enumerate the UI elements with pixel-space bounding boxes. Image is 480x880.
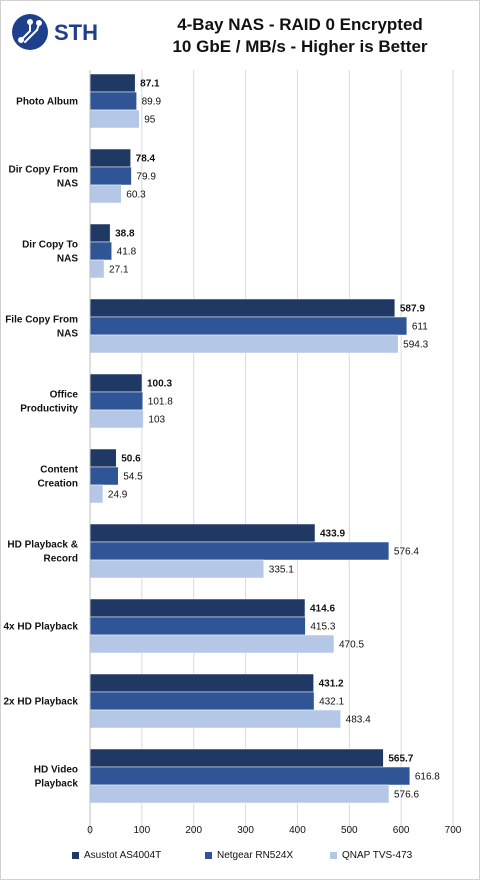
bar-series1-cat1 <box>89 73 136 93</box>
value-label-series2-cat5: 101.8 <box>148 397 173 408</box>
x-tick-label-1: 100 <box>134 825 151 836</box>
legend-label-1: Asustot AS4004T <box>84 850 162 861</box>
logo-text: STH <box>54 20 98 45</box>
value-label-series2-cat8: 415.3 <box>310 622 335 633</box>
x-tick-label-2: 200 <box>185 825 202 836</box>
legend-label-2: Netgear RN524X <box>217 850 294 861</box>
x-tick-label-7: 700 <box>445 825 462 836</box>
x-tick-label-5: 500 <box>341 825 358 836</box>
bar-series3-cat4 <box>89 334 399 354</box>
legend-item-1: Asustot AS4004T <box>72 850 161 861</box>
x-tick-label-0: 0 <box>87 825 93 836</box>
bar-series1-cat10 <box>89 748 384 768</box>
value-label-series3-cat8: 470.5 <box>339 640 364 651</box>
value-label-series2-cat2: 79.9 <box>136 172 156 183</box>
chart-title-line2: 10 GbE / MB/s - Higher is Better <box>172 37 428 56</box>
chart-title-line1: 4-Bay NAS - RAID 0 Encrypted <box>177 15 423 34</box>
bar-series3-cat7 <box>89 559 265 579</box>
value-label-series3-cat10: 576.6 <box>394 790 419 801</box>
bar-series2-cat1 <box>89 91 137 111</box>
value-label-series1-cat9: 431.2 <box>319 679 344 690</box>
legend-swatch-2 <box>205 852 212 859</box>
bar-series1-cat9 <box>89 673 314 693</box>
value-label-series2-cat4: 611 <box>412 322 428 333</box>
bar-series3-cat9 <box>89 709 341 729</box>
bar-series1-cat8 <box>89 598 306 618</box>
bar-series1-cat7 <box>89 523 316 543</box>
bar-series1-cat6 <box>89 448 117 468</box>
value-label-series1-cat7: 433.9 <box>320 529 345 540</box>
value-label-series3-cat5: 103 <box>148 415 165 426</box>
category-label-2: Dir Copy From NAS <box>9 165 79 190</box>
bar-series2-cat7 <box>89 541 390 561</box>
legend: Asustot AS4004T Netgear RN524X QNAP TVS-47… <box>0 848 480 868</box>
bar-series2-cat5 <box>89 391 144 411</box>
legend-label-3: QNAP TVS-473 <box>342 850 413 861</box>
logo-circuit-icon <box>18 19 42 43</box>
value-label-series2-cat9: 432.1 <box>319 697 344 708</box>
value-label-series3-cat9: 483.4 <box>346 715 371 726</box>
bar-series3-cat6 <box>89 484 104 504</box>
bar-series3-cat5 <box>89 409 144 429</box>
value-label-series1-cat3: 38.8 <box>115 229 135 240</box>
x-tick-label-4: 400 <box>289 825 306 836</box>
category-label-9: 2x HD Playback <box>4 697 79 708</box>
bar-series2-cat9 <box>89 691 315 711</box>
value-label-series2-cat7: 576.4 <box>394 547 419 558</box>
value-label-series1-cat1: 87.1 <box>140 79 160 90</box>
bar-series2-cat3 <box>89 241 112 261</box>
bar-series2-cat2 <box>89 166 132 186</box>
bar-series1-cat2 <box>89 148 131 168</box>
bar-chart: 87.1 89.9 95 Photo Album 78.4 79.9 60.3 Dir Cop… <box>4 70 462 836</box>
bar-series2-cat10 <box>89 766 411 786</box>
value-label-series3-cat1: 95 <box>144 115 156 126</box>
value-label-series3-cat2: 60.3 <box>126 190 146 201</box>
value-label-series1-cat4: 587.9 <box>400 304 425 315</box>
category-label-8: 4x HD Playback <box>4 622 79 633</box>
category-label-7: HD Playback & Record <box>7 540 78 565</box>
legend-swatch-3 <box>330 852 337 859</box>
bar-series3-cat3 <box>89 259 105 279</box>
value-label-series1-cat6: 50.6 <box>121 454 141 465</box>
value-label-series1-cat5: 100.3 <box>147 379 172 390</box>
bar-series3-cat1 <box>89 109 140 129</box>
bar-series2-cat6 <box>89 466 119 486</box>
legend-item-2: Netgear RN524X <box>205 850 293 861</box>
value-label-series1-cat10: 565.7 <box>388 754 413 765</box>
value-label-series3-cat6: 24.9 <box>108 490 128 501</box>
bar-series2-cat8 <box>89 616 306 636</box>
x-tick-label-3: 300 <box>237 825 254 836</box>
legend-item-3: QNAP TVS-473 <box>330 850 412 861</box>
sth-logo: STH <box>12 14 98 50</box>
value-label-series2-cat1: 89.9 <box>142 97 162 108</box>
category-label-3: Dir Copy To NAS <box>22 240 78 265</box>
chart-title: 4-Bay NAS - RAID 0 Encrypted 10 GbE / MB… <box>120 14 480 58</box>
bar-series1-cat4 <box>89 298 396 318</box>
category-label-6: Content Creation <box>37 465 78 490</box>
bar-series1-cat3 <box>89 223 111 243</box>
value-label-series2-cat6: 54.5 <box>123 472 143 483</box>
bar-series3-cat8 <box>89 634 335 654</box>
category-label-4: File Copy From NAS <box>5 315 78 340</box>
category-label-1: Photo Album <box>16 97 78 108</box>
value-label-series3-cat3: 27.1 <box>109 265 129 276</box>
value-label-series2-cat3: 41.8 <box>117 247 137 258</box>
legend-swatch-1 <box>72 852 79 859</box>
category-label-5: Office Productivity <box>20 390 78 415</box>
bar-series2-cat4 <box>89 316 408 336</box>
value-label-series3-cat4: 594.3 <box>403 340 428 351</box>
value-label-series2-cat10: 616.8 <box>415 772 440 783</box>
value-label-series1-cat2: 78.4 <box>136 154 156 165</box>
bar-series3-cat10 <box>89 784 390 804</box>
bar-series1-cat5 <box>89 373 143 393</box>
value-label-series1-cat8: 414.6 <box>310 604 335 615</box>
x-tick-label-6: 600 <box>393 825 410 836</box>
category-label-10: HD Video Playback <box>34 765 79 790</box>
value-label-series3-cat7: 335.1 <box>269 565 294 576</box>
bar-series3-cat2 <box>89 184 122 204</box>
